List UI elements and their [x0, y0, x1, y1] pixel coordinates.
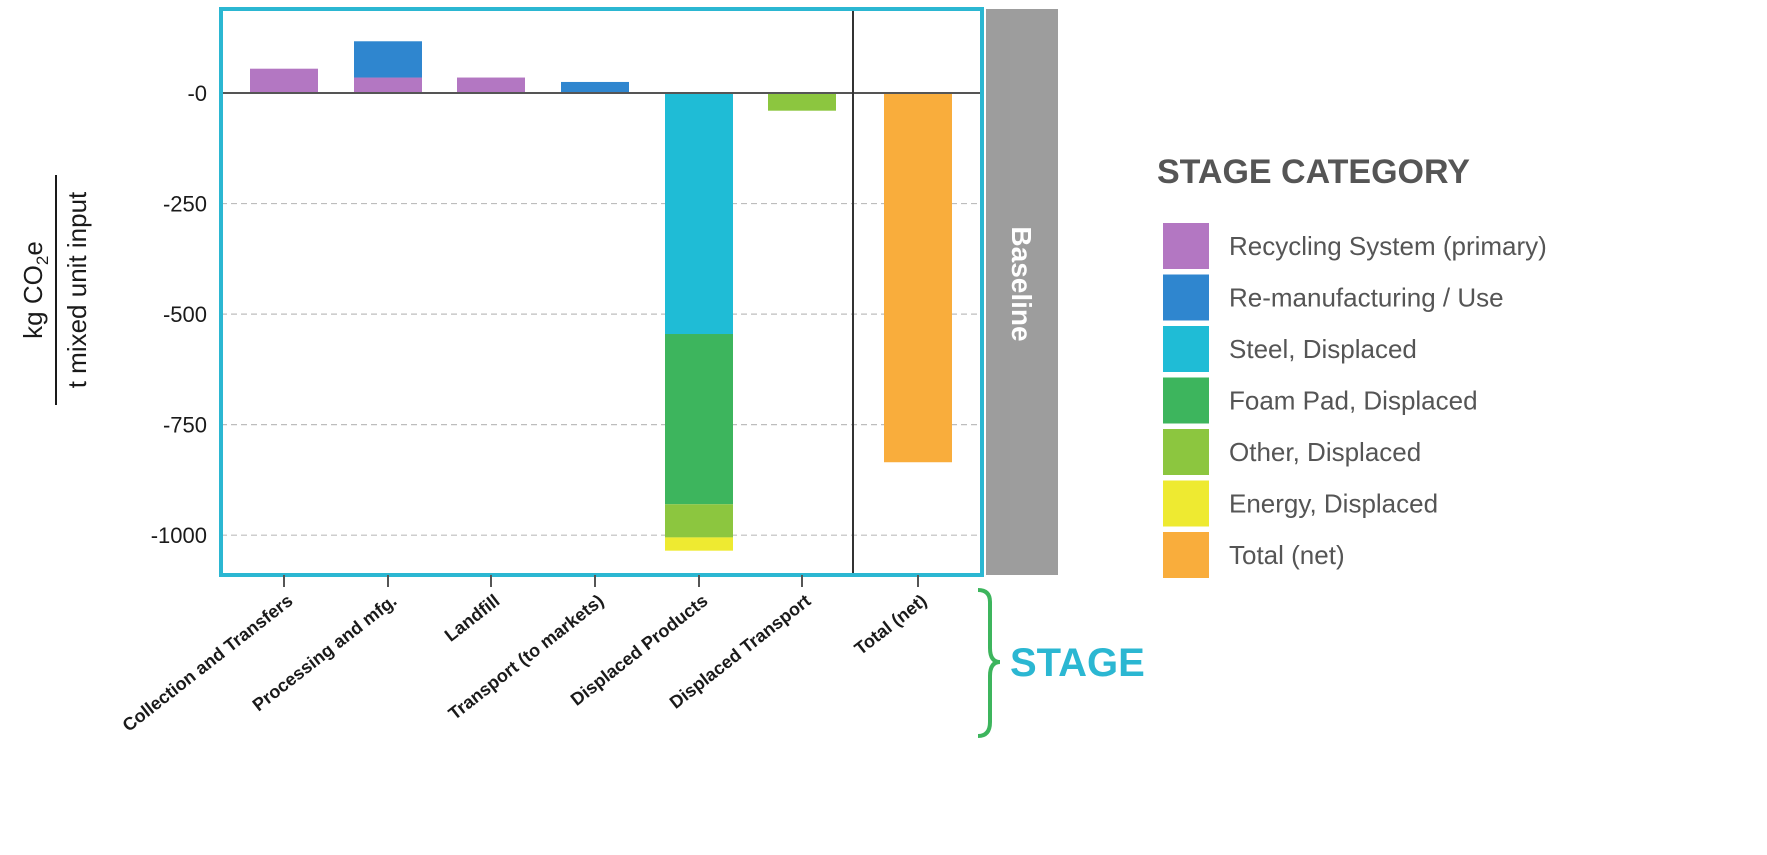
x-tick-label-landfill: Landfill: [441, 590, 504, 645]
bars: [250, 41, 952, 551]
x-tick-label-total-net: Total (net): [851, 590, 931, 658]
legend-label-re-manufacturing-use: Re-manufacturing / Use: [1229, 283, 1504, 313]
y-tick-label: -1000: [151, 523, 207, 548]
baseline-panel: [986, 9, 1058, 575]
plot-frame: [219, 7, 984, 577]
y-tick-label: -500: [163, 302, 207, 327]
legend-label-total-net: Total (net): [1229, 540, 1345, 570]
x-tick-label-collection-and-transfers: Collection and Transfers: [119, 590, 297, 735]
x-axis-title: STAGE: [1010, 641, 1145, 685]
bar-total-net-total-net: [884, 93, 952, 463]
legend: Recycling System (primary) Re-manufacturi…: [1163, 223, 1547, 578]
y-tick-label: -0: [187, 81, 207, 106]
bar-displaced-transport-other-displaced: [768, 93, 836, 111]
y-axis-label-numerator: kg CO2e: [18, 241, 52, 339]
y-tick-label: -750: [163, 413, 207, 438]
bar-collection-and-transfers-recycling-system-primary: [250, 68, 318, 94]
legend-swatch-steel-displaced: [1163, 326, 1209, 372]
legend-swatch-recycling-system-primary: [1163, 223, 1209, 269]
legend-label-steel-displaced: Steel, Displaced: [1229, 334, 1417, 364]
bar-processing-and-mfg-re-manufacturing-use: [354, 41, 422, 78]
legend-swatch-total-net: [1163, 532, 1209, 578]
y-axis-label-denominator: t mixed unit input: [62, 191, 92, 388]
y-axis-label: kg CO2e t mixed unit input: [18, 175, 92, 405]
legend-title: STAGE CATEGORY: [1157, 153, 1470, 191]
legend-swatch-foam-pad-displaced: [1163, 377, 1209, 424]
x-ticks: [283, 575, 919, 587]
bar-displaced-products-other-displaced: [665, 504, 733, 538]
bar-transport-to-markets-re-manufacturing-use: [561, 81, 629, 94]
y-tick-label: -250: [163, 192, 207, 217]
legend-label-energy-displaced: Energy, Displaced: [1229, 489, 1438, 519]
grid-lines: [221, 202, 982, 536]
bar-displaced-products-energy-displaced: [665, 537, 733, 551]
ylabel-base: kg CO: [18, 265, 48, 339]
legend-label-other-displaced: Other, Displaced: [1229, 437, 1421, 467]
stage-brace: [977, 588, 1001, 738]
legend-swatch-energy-displaced: [1163, 480, 1209, 527]
legend-swatch-re-manufacturing-use: [1163, 274, 1209, 321]
bar-displaced-products-steel-displaced: [665, 93, 733, 335]
y-tick-labels: -0 -250 -500 -750 -1000: [151, 81, 207, 548]
legend-label-recycling-system-primary: Recycling System (primary): [1229, 231, 1547, 261]
legend-label-foam-pad-displaced: Foam Pad, Displaced: [1229, 386, 1478, 416]
ylabel-suffix: e: [18, 241, 48, 255]
baseline-panel-label: Baseline: [1006, 226, 1037, 341]
bar-landfill-recycling-system-primary: [457, 77, 525, 94]
bar-processing-and-mfg-recycling-system-primary: [354, 77, 422, 94]
bar-displaced-products-foam-pad-displaced: [665, 334, 733, 505]
ylabel-subscript: 2: [33, 256, 52, 265]
legend-swatch-other-displaced: [1163, 429, 1209, 475]
